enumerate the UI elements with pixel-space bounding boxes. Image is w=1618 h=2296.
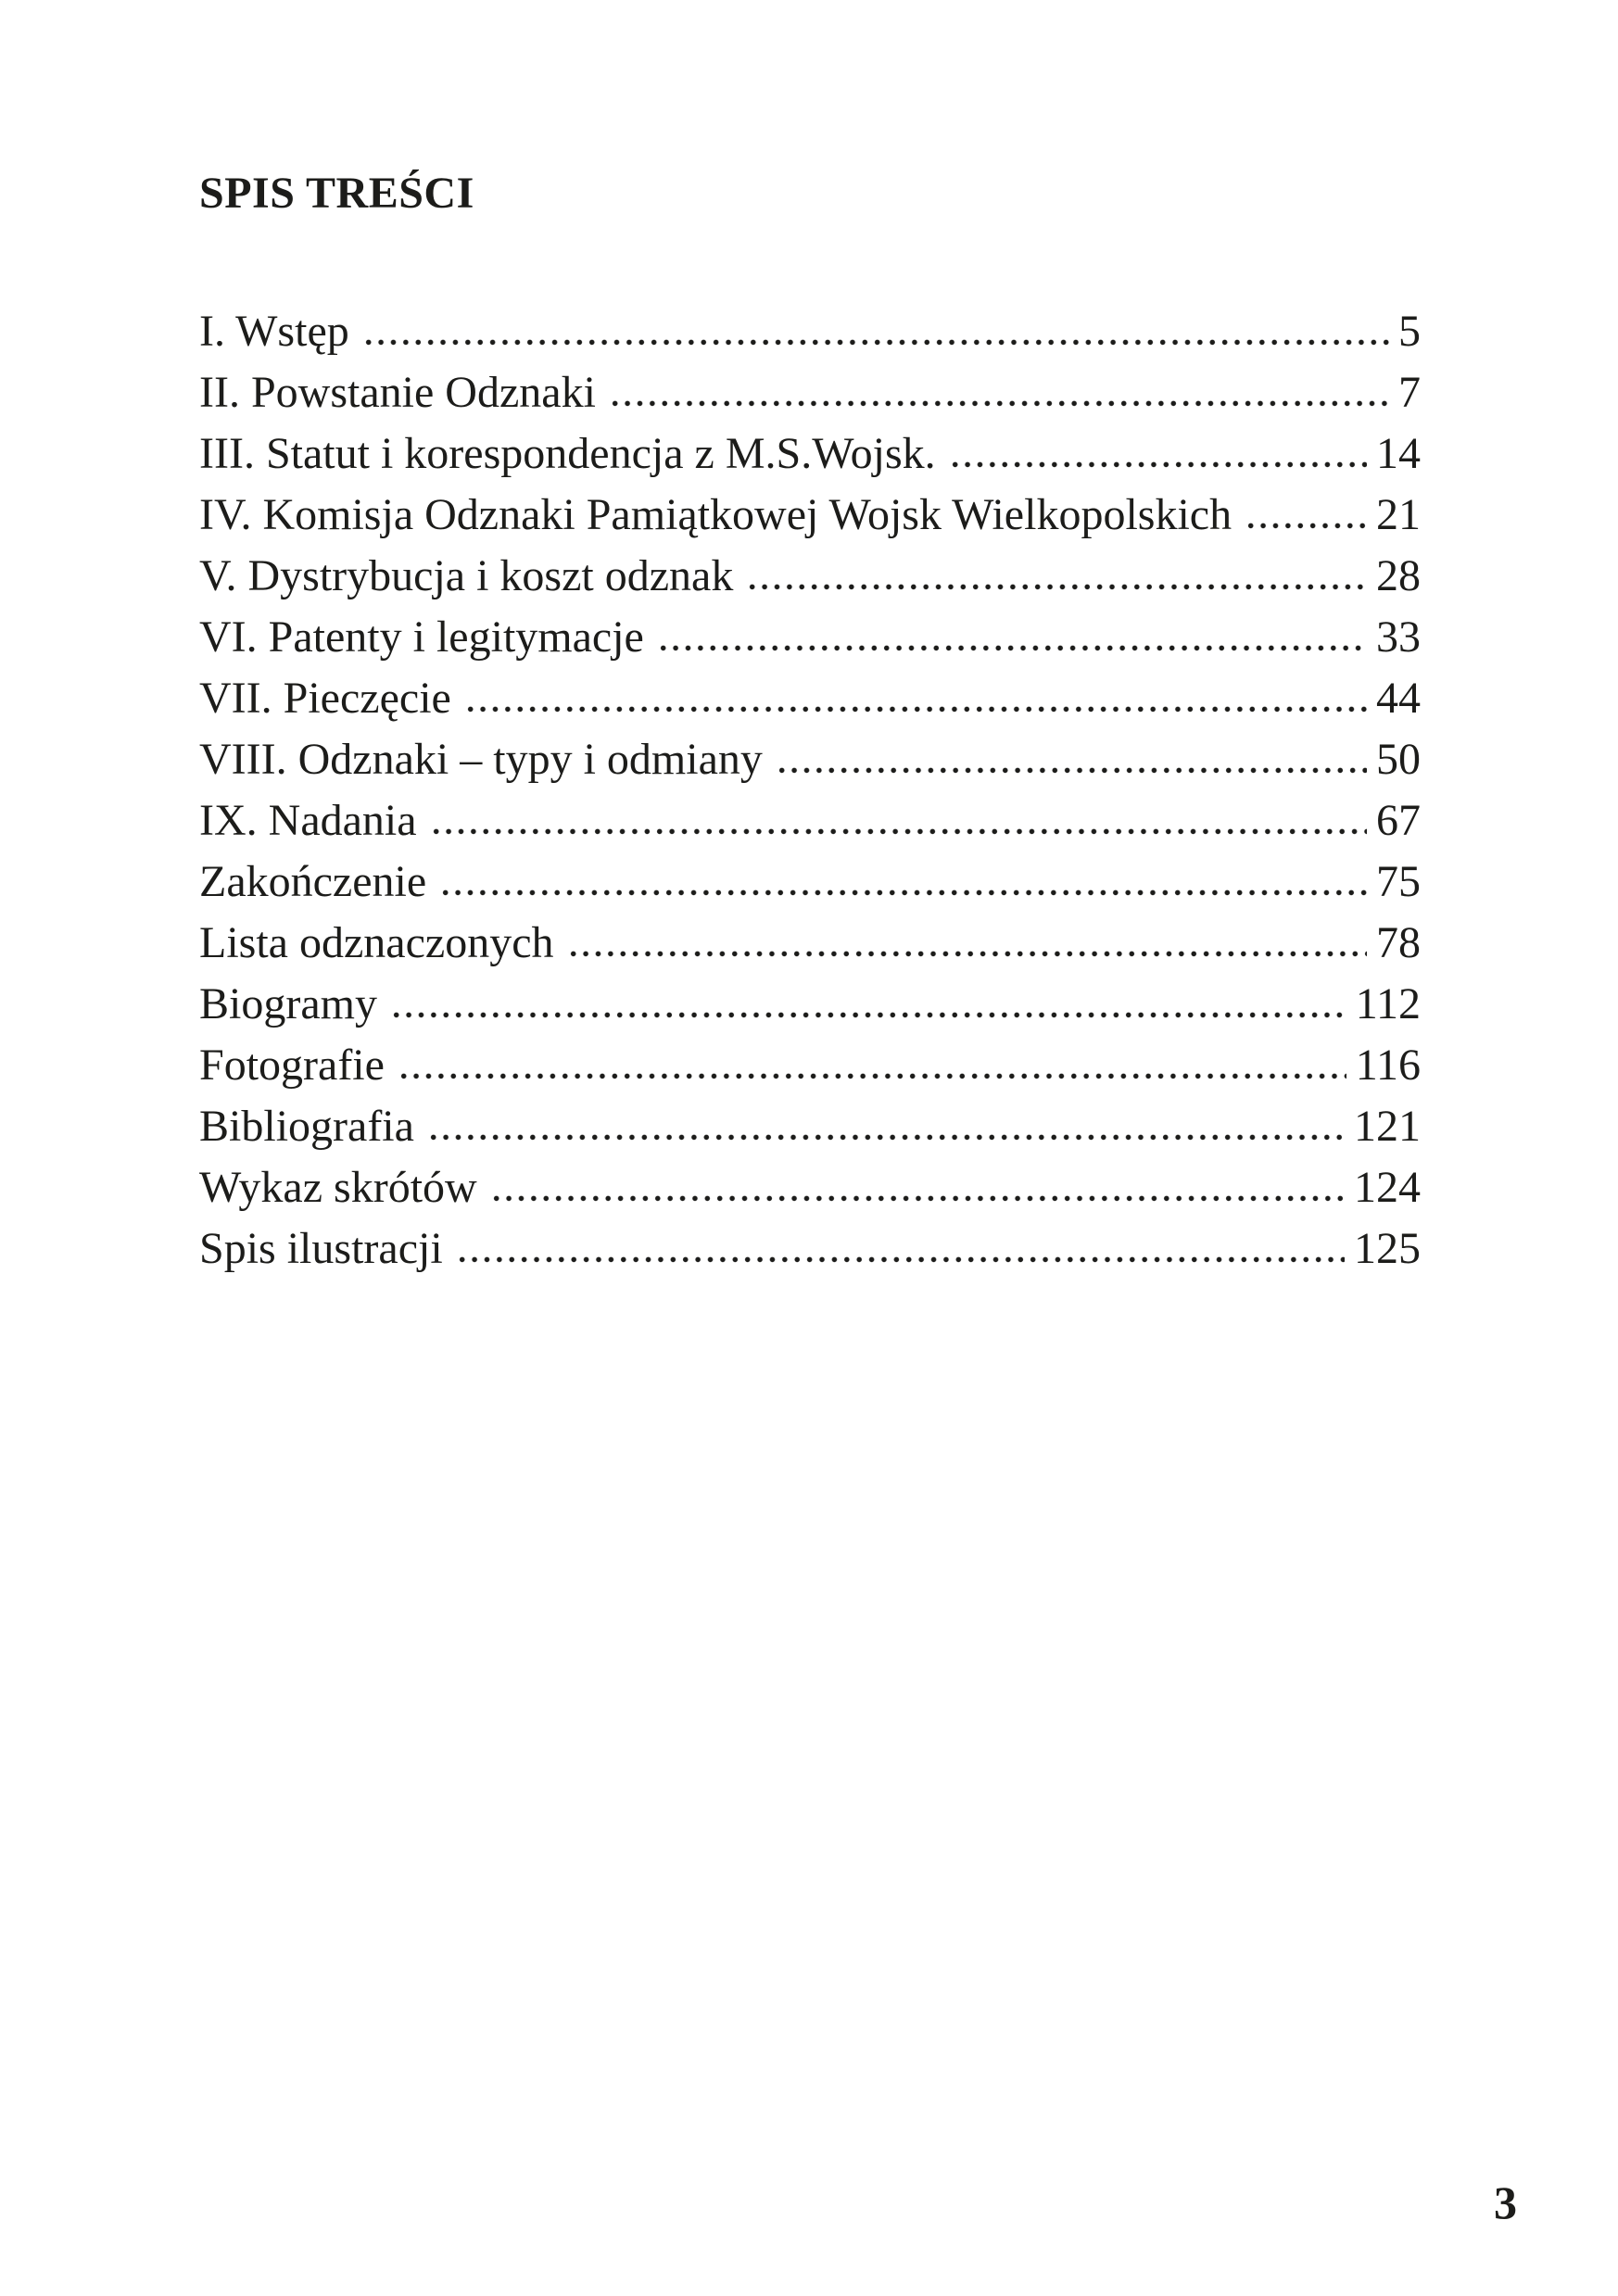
toc-entry-page: 116 [1355,1041,1421,1090]
toc-entry-page: 14 [1376,429,1421,478]
toc-entry-label: IV. Komisja Odznaki Pamiątkowej Wojsk Wi… [199,490,1232,539]
toc-entry-page: 21 [1376,490,1421,539]
toc-entry-label: Biogramy [199,979,377,1028]
toc-entry: VI. Patenty i legitymacje 33 [199,607,1421,668]
toc-entry-page: 28 [1376,551,1421,600]
toc-entry: Spis ilustracji 125 [199,1218,1421,1280]
dot-leader [361,339,1389,346]
toc-entry: Lista odznaczonych 78 [199,913,1421,974]
page-number: 3 [1494,2176,1517,2228]
dot-leader [397,1073,1346,1079]
toc-entry: VIII. Odznaki – typy i odmiany 50 [199,729,1421,790]
toc-entry-label: V. Dystrybucja i koszt odznak [199,551,734,600]
toc-entry-page: 124 [1354,1163,1421,1212]
dot-leader [426,1134,1345,1141]
toc-entry-label: III. Statut i korespondencja z M.S.Wojsk… [199,429,936,478]
dot-leader [656,645,1367,651]
toc-entry-label: Wykaz skrótów [199,1163,477,1212]
toc-entry: III. Statut i korespondencja z M.S.Wojsk… [199,423,1421,485]
dot-leader [948,461,1367,468]
toc-entry-label: VIII. Odznaki – typy i odmiany [199,735,763,784]
toc-entry-page: 50 [1376,735,1421,784]
toc-entry-page: 67 [1376,796,1421,845]
toc-entry-page: 75 [1376,857,1421,906]
toc-list: I. Wstęp 5 II. Powstanie Odznaki 7 III. … [199,301,1421,1280]
dot-leader [463,706,1367,713]
dot-leader [455,1256,1345,1263]
toc-entry-label: II. Powstanie Odznaki [199,368,596,417]
toc-entry-page: 7 [1398,368,1421,417]
toc-entry-label: Fotografie [199,1041,385,1090]
toc-entry-page: 44 [1376,674,1421,723]
toc-entry-page: 121 [1354,1102,1421,1151]
toc-entry: V. Dystrybucja i koszt odznak 28 [199,546,1421,607]
toc-entry-label: I. Wstęp [199,307,349,356]
toc-entry: Bibliografia 121 [199,1096,1421,1157]
dot-leader [439,889,1367,896]
toc-entry-page: 33 [1376,612,1421,662]
dot-leader [608,400,1389,407]
toc-entry-page: 5 [1398,307,1421,356]
page-title: SPIS TREŚCI [199,169,474,218]
toc-entry: IV. Komisja Odznaki Pamiątkowej Wojsk Wi… [199,485,1421,546]
toc-entry: IX. Nadania 67 [199,790,1421,852]
toc-entry-label: VI. Patenty i legitymacje [199,612,644,662]
dot-leader [566,951,1367,957]
toc-entry: Wykaz skrótów 124 [199,1157,1421,1218]
toc-entry: I. Wstęp 5 [199,301,1421,362]
toc-entry-label: Spis ilustracji [199,1224,443,1273]
toc-entry: Biogramy 112 [199,974,1421,1035]
dot-leader [1245,523,1367,529]
toc-entry-page: 125 [1354,1224,1421,1273]
dot-leader [429,828,1367,835]
page-content: SPIS TREŚCI I. Wstęp 5 II. Powstanie Odz… [199,169,1421,1280]
dot-leader [389,1012,1346,1018]
toc-entry: VII. Pieczęcie 44 [199,668,1421,729]
dot-leader [489,1195,1345,1202]
toc-entry: Fotografie 116 [199,1035,1421,1096]
toc-entry-label: IX. Nadania [199,796,417,845]
toc-entry-page: 78 [1376,918,1421,967]
toc-entry: II. Powstanie Odznaki 7 [199,362,1421,423]
toc-entry-label: Lista odznaczonych [199,918,554,967]
toc-entry-label: Zakończenie [199,857,427,906]
toc-entry: Zakończenie 75 [199,852,1421,913]
toc-entry-label: Bibliografia [199,1102,414,1151]
toc-entry-page: 112 [1355,979,1421,1028]
toc-entry-label: VII. Pieczęcie [199,674,451,723]
dot-leader [746,584,1367,590]
dot-leader [775,767,1367,774]
